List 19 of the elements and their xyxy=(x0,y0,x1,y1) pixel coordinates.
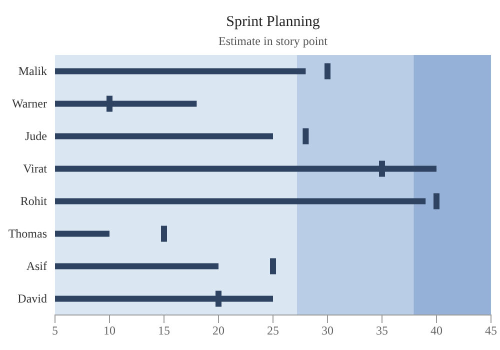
y-tick-label: Jude xyxy=(25,129,47,144)
chart-subtitle: Estimate in story point xyxy=(218,34,328,48)
y-tick-label: Rohit xyxy=(20,194,48,208)
x-tick-label: 35 xyxy=(376,324,388,338)
y-tick-label: Warner xyxy=(12,96,47,111)
x-tick-label: 10 xyxy=(104,324,116,338)
chart-title: Sprint Planning xyxy=(226,14,320,30)
y-tick-label: David xyxy=(18,292,47,306)
x-tick-label: 20 xyxy=(212,324,224,338)
x-tick-label: 25 xyxy=(267,324,279,338)
y-tick-label: Malik xyxy=(18,64,47,78)
x-tick-label: 45 xyxy=(485,324,497,338)
x-tick-label: 15 xyxy=(158,324,170,338)
x-tick-label: 40 xyxy=(430,324,442,338)
x-tick-label: 30 xyxy=(322,324,334,338)
y-tick-label: Thomas xyxy=(8,226,48,241)
y-tick-label: Asif xyxy=(26,259,47,274)
y-tick-label: Virat xyxy=(23,162,48,176)
x-tick-label: 5 xyxy=(52,324,58,338)
